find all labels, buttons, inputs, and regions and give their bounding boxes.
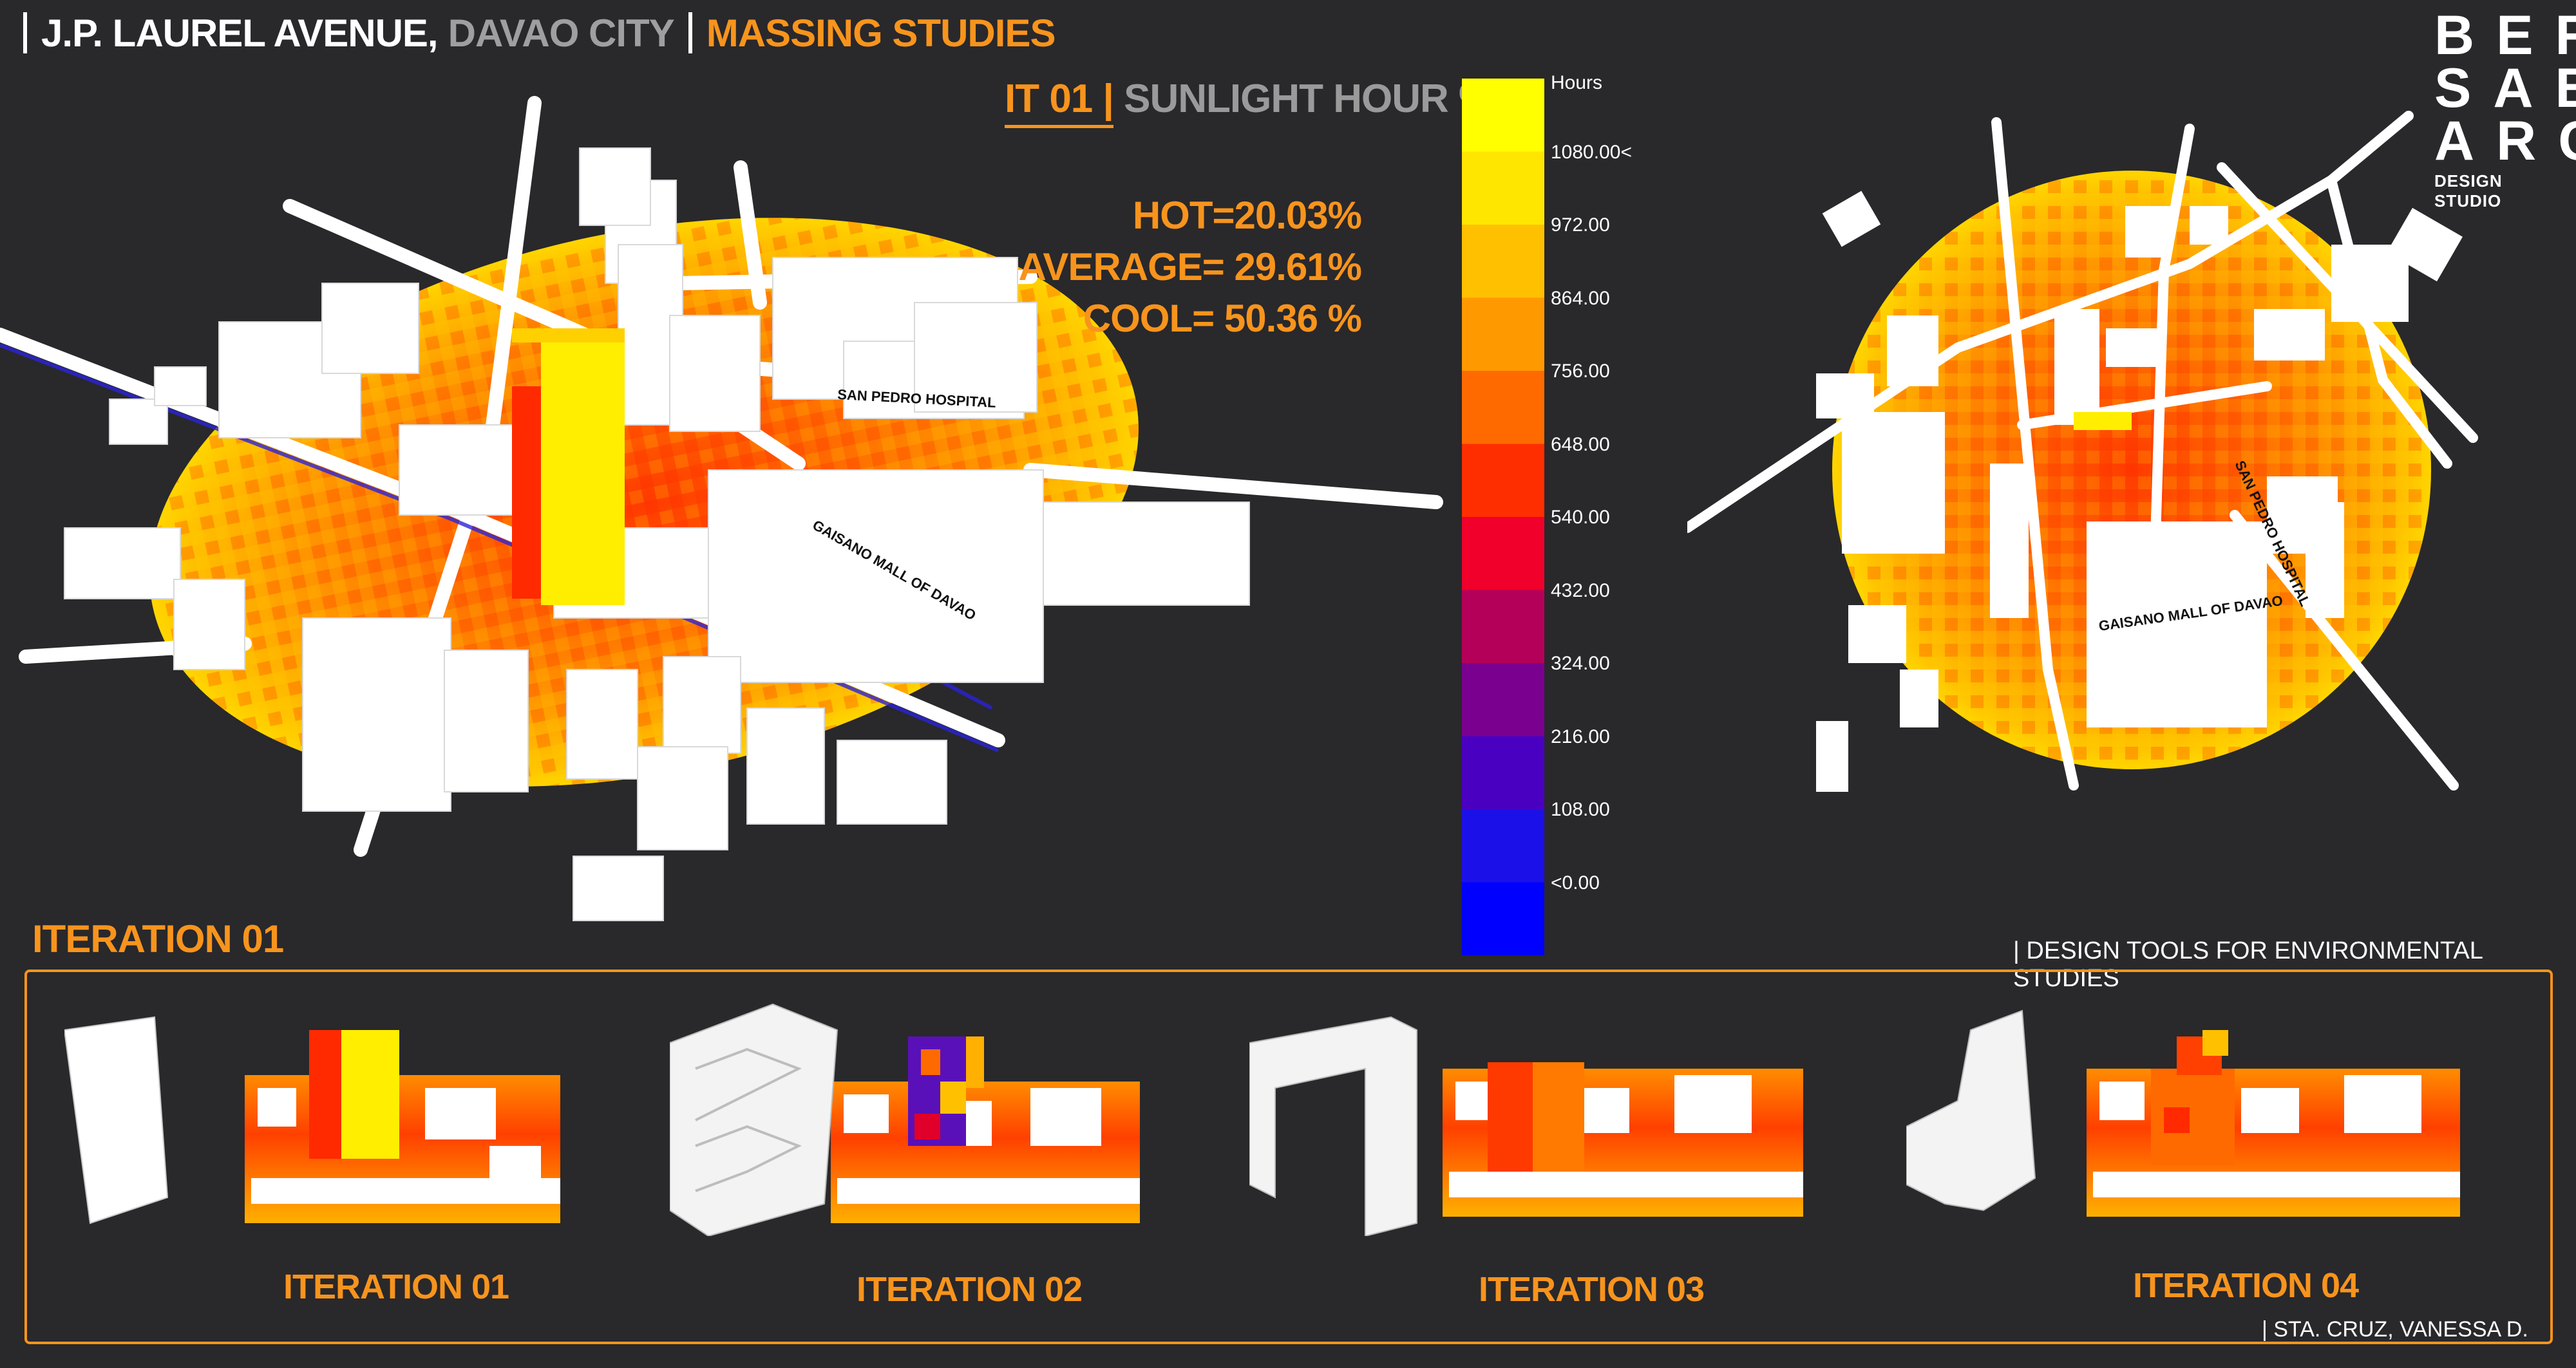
iteration-01-render — [64, 1016, 560, 1224]
plan-buildings — [1816, 191, 2463, 792]
iteration-04-render — [1906, 1009, 2460, 1217]
legend-swatch — [1462, 79, 1544, 152]
legend-swatch — [1462, 297, 1544, 371]
header-divider — [23, 12, 27, 53]
legend-tick-label: <0.00 — [1551, 872, 1600, 894]
massing-buildings — [64, 147, 1250, 921]
legend-swatch — [1462, 882, 1544, 955]
header-street: J.P. LAUREL AVENUE, — [41, 11, 439, 55]
perspective-heatmap: SAN PEDRO HOSPITAL GAISANO MALL OF DAVAO — [0, 96, 1443, 921]
header-divider — [688, 12, 692, 53]
plan-tower — [2074, 412, 2132, 430]
legend-swatch — [1462, 663, 1544, 736]
iteration-04-label: ITERATION 04 — [2133, 1266, 2359, 1305]
legend-swatch — [1462, 371, 1544, 444]
studio-logo: BER SAB ARC DESIGN STUDIO — [2434, 5, 2576, 211]
legend-tick-label: 108.00 — [1551, 799, 1610, 820]
legend-tick-label: 324.00 — [1551, 653, 1610, 674]
legend-title: Hours — [1551, 72, 1603, 93]
stat-hot: HOT=20.03% — [1132, 194, 1362, 237]
legend-tick-label: 1080.00< — [1551, 141, 1632, 163]
analysis-title: IT 01 | SUNLIGHT HOUR % — [1005, 76, 1494, 128]
author-credit: | STA. CRUZ, VANESSA D. — [2262, 1317, 2528, 1342]
legend-swatch — [1462, 151, 1544, 225]
legend-swatch — [1462, 444, 1544, 518]
tower-top — [512, 328, 625, 342]
legend-tick-label: 540.00 — [1551, 507, 1610, 528]
iteration-heading: ITERATION 01 — [32, 917, 284, 960]
stat-average: AVERAGE= 29.61% — [1018, 245, 1362, 288]
iteration-03-render — [1249, 1016, 1803, 1236]
legend-tick-label: 216.00 — [1551, 726, 1610, 747]
header-section: MASSING STUDIES — [706, 11, 1056, 55]
stat-cool: COOL= 50.36 % — [1083, 297, 1362, 340]
iteration-code: IT 01 — [1005, 77, 1093, 121]
logo-subtitle: DESIGN STUDIO — [2434, 171, 2503, 211]
logo-row: ARC — [2434, 110, 2576, 172]
tower-shaded-face — [512, 386, 541, 599]
logo-row: SAB — [2434, 57, 2576, 119]
legend-swatch — [1462, 736, 1544, 810]
tower-sunlit-face — [541, 335, 625, 605]
iteration-02-label: ITERATION 02 — [857, 1270, 1083, 1309]
legend-tick-label: 972.00 — [1551, 214, 1610, 236]
legend-swatch — [1462, 517, 1544, 590]
header-city: DAVAO CITY — [448, 11, 675, 55]
plan-heatmap: SAN PEDRO HOSPITAL GAISANO MALL OF DAVAO — [1687, 111, 2478, 792]
legend-tick-label: 432.00 — [1551, 579, 1610, 601]
iteration-03-label: ITERATION 03 — [1479, 1270, 1705, 1309]
logo-row: BER — [2434, 5, 2576, 66]
legend-tick-label: 756.00 — [1551, 361, 1610, 382]
legend-tick-label: 648.00 — [1551, 433, 1610, 455]
page-header: J.P. LAUREL AVENUE, DAVAO CITY MASSING S… — [23, 4, 1056, 62]
legend-swatch — [1462, 225, 1544, 298]
iteration-01-label: ITERATION 01 — [283, 1268, 509, 1306]
legend-colorbar — [1462, 79, 1544, 955]
legend-swatch — [1462, 590, 1544, 664]
iterations-panel — [24, 970, 2553, 1344]
legend-tick-label: 864.00 — [1551, 287, 1610, 309]
iteration-02-render — [670, 1003, 1140, 1236]
tools-label: | DESIGN TOOLS FOR ENVIRONMENTAL STUDIES — [2013, 937, 2483, 992]
legend-swatch — [1462, 809, 1544, 883]
metric-name: SUNLIGHT HOUR % — [1124, 77, 1494, 121]
